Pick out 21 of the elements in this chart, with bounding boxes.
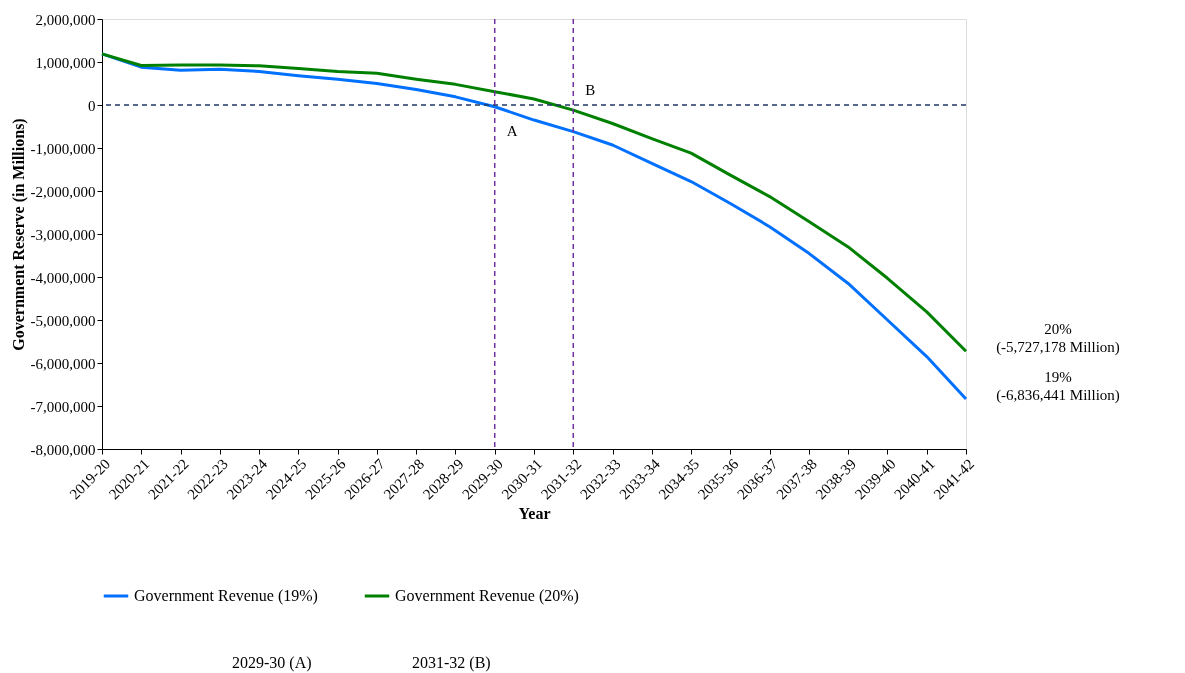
annotation: B <box>585 81 596 98</box>
y-tick-label: -8,000,000 <box>30 441 96 458</box>
y-tick-label: -7,000,000 <box>30 398 96 415</box>
annotation: 20% (-5,727,178 Million) <box>996 321 1120 357</box>
y-axis-title: Government Reserve (in Millions) <box>9 118 28 351</box>
annotation: A <box>506 122 518 139</box>
y-tick-label: -1,000,000 <box>30 140 96 157</box>
y-tick-label: -2,000,000 <box>30 183 96 200</box>
y-tick-label: 0 <box>88 97 96 114</box>
y-tick-label: -5,000,000 <box>30 312 96 329</box>
y-tick-label: -3,000,000 <box>30 226 96 243</box>
y-tick-label: -6,000,000 <box>30 355 96 372</box>
y-tick-label: 2,000,000 <box>35 11 96 28</box>
text: 2029-30 (A) <box>232 654 312 672</box>
x-axis-title: Year <box>518 505 551 523</box>
legend-label: Government Revenue (20%) <box>395 587 579 605</box>
y-tick-label: 1,000,000 <box>35 54 96 71</box>
annotation: 19% (-6,836,441 Million) <box>996 368 1120 404</box>
text: 2031-32 (B) <box>412 654 491 672</box>
legend-label: Government Revenue (19%) <box>134 587 318 605</box>
y-tick-label: -4,000,000 <box>30 269 96 286</box>
